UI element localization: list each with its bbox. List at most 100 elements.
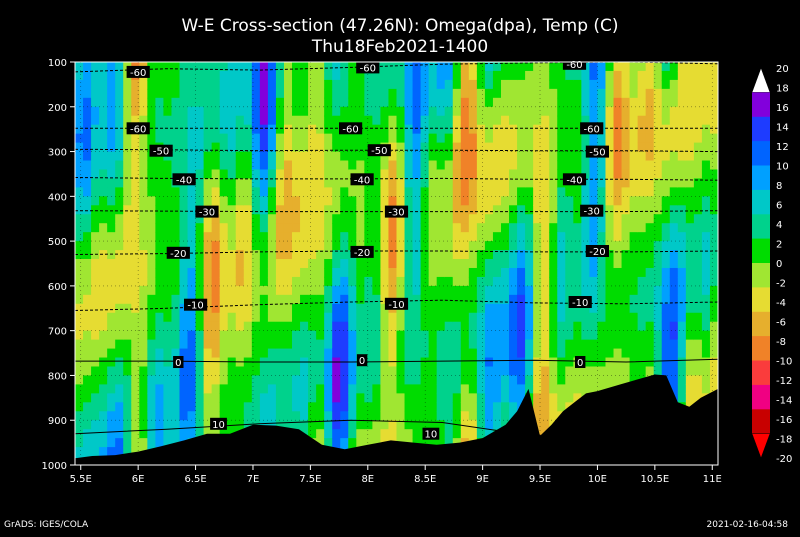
omega-cell [91, 133, 100, 144]
omega-cell [669, 205, 679, 215]
omega-cell [123, 106, 132, 117]
omega-cell [372, 330, 382, 341]
omega-cell [259, 62, 269, 72]
colorbar-label: 18 [776, 84, 789, 95]
omega-cell [404, 303, 414, 314]
omega-cell [219, 312, 229, 323]
omega-cell [404, 393, 414, 403]
omega-cell [396, 62, 406, 72]
omega-cell [428, 420, 438, 430]
omega-cell [155, 124, 165, 135]
omega-cell [653, 321, 663, 332]
omega-cell [211, 241, 221, 251]
omega-cell [356, 187, 365, 197]
omega-cell [380, 62, 390, 72]
omega-cell [308, 411, 317, 421]
omega-cell [637, 312, 647, 323]
omega-cell [420, 303, 430, 314]
omega-cell [380, 223, 390, 233]
omega-cell [75, 384, 84, 394]
omega-cell [107, 294, 116, 305]
omega-cell [147, 357, 156, 368]
omega-cell [340, 285, 349, 296]
omega-cell [661, 62, 671, 72]
omega-cell [677, 205, 687, 215]
omega-cell [292, 393, 301, 403]
omega-cell [211, 151, 221, 162]
omega-cell [275, 88, 285, 99]
omega-cell [621, 241, 631, 251]
omega-cell [629, 267, 639, 278]
omega-cell [275, 285, 285, 296]
omega-cell [517, 232, 526, 242]
omega-cell [259, 241, 269, 251]
omega-cell [83, 438, 92, 448]
omega-cell [147, 321, 156, 332]
omega-cell [211, 357, 221, 368]
omega-cell [444, 321, 454, 332]
omega-cell [163, 88, 173, 99]
omega-cell [549, 187, 558, 197]
omega-cell [388, 321, 398, 332]
omega-cell [259, 196, 269, 206]
omega-cell [597, 339, 607, 350]
omega-cell [123, 160, 132, 171]
omega-cell [348, 312, 357, 323]
omega-cell [420, 241, 430, 251]
omega-cell [492, 214, 502, 224]
omega-cell [324, 375, 333, 385]
omega-cell [565, 214, 574, 224]
omega-cell [468, 303, 478, 314]
omega-cell [661, 312, 671, 323]
omega-cell [308, 79, 317, 90]
omega-cell [259, 294, 269, 305]
omega-cell [509, 133, 518, 144]
isotherm-label-bg [384, 205, 409, 218]
omega-cell [139, 97, 148, 108]
omega-cell [484, 267, 494, 278]
omega-cell [452, 205, 462, 215]
omega-cell [557, 151, 566, 162]
omega-cell [629, 366, 639, 377]
omega-cell [324, 214, 333, 224]
omega-cell [509, 187, 518, 197]
omega-cell [195, 223, 205, 233]
omega-cell [396, 285, 406, 296]
omega-cell [292, 348, 301, 359]
omega-cell [283, 339, 293, 350]
omega-cell [460, 160, 470, 171]
omega-cell [275, 339, 285, 350]
omega-cell [348, 79, 357, 90]
omega-cell [332, 214, 341, 224]
omega-cell [565, 97, 574, 108]
omega-cell [509, 366, 518, 377]
omega-cell [139, 294, 148, 305]
omega-cell [316, 375, 325, 385]
omega-cell [581, 366, 590, 377]
omega-cell [460, 348, 470, 359]
omega-cell [605, 294, 615, 305]
omega-cell [163, 375, 173, 385]
omega-cell [283, 142, 293, 153]
omega-cell [613, 259, 623, 269]
omega-cell [115, 276, 124, 287]
omega-cell [573, 160, 582, 171]
omega-cell [171, 241, 181, 251]
omega-cell [557, 375, 566, 385]
omega-cell [525, 259, 534, 269]
omega-cell [444, 348, 454, 359]
omega-cell [517, 160, 526, 171]
omega-cell [195, 375, 205, 385]
omega-cell [75, 187, 84, 197]
omega-cell [115, 214, 124, 224]
omega-cell [187, 88, 197, 99]
omega-cell [308, 106, 317, 117]
omega-cell [541, 115, 550, 126]
omega-cell [637, 241, 647, 251]
omega-cell [308, 115, 317, 126]
omega-cell [677, 115, 687, 126]
omega-cell [460, 366, 470, 377]
omega-cell [131, 411, 140, 421]
omega-cell [597, 375, 607, 385]
omega-cell [163, 169, 173, 180]
